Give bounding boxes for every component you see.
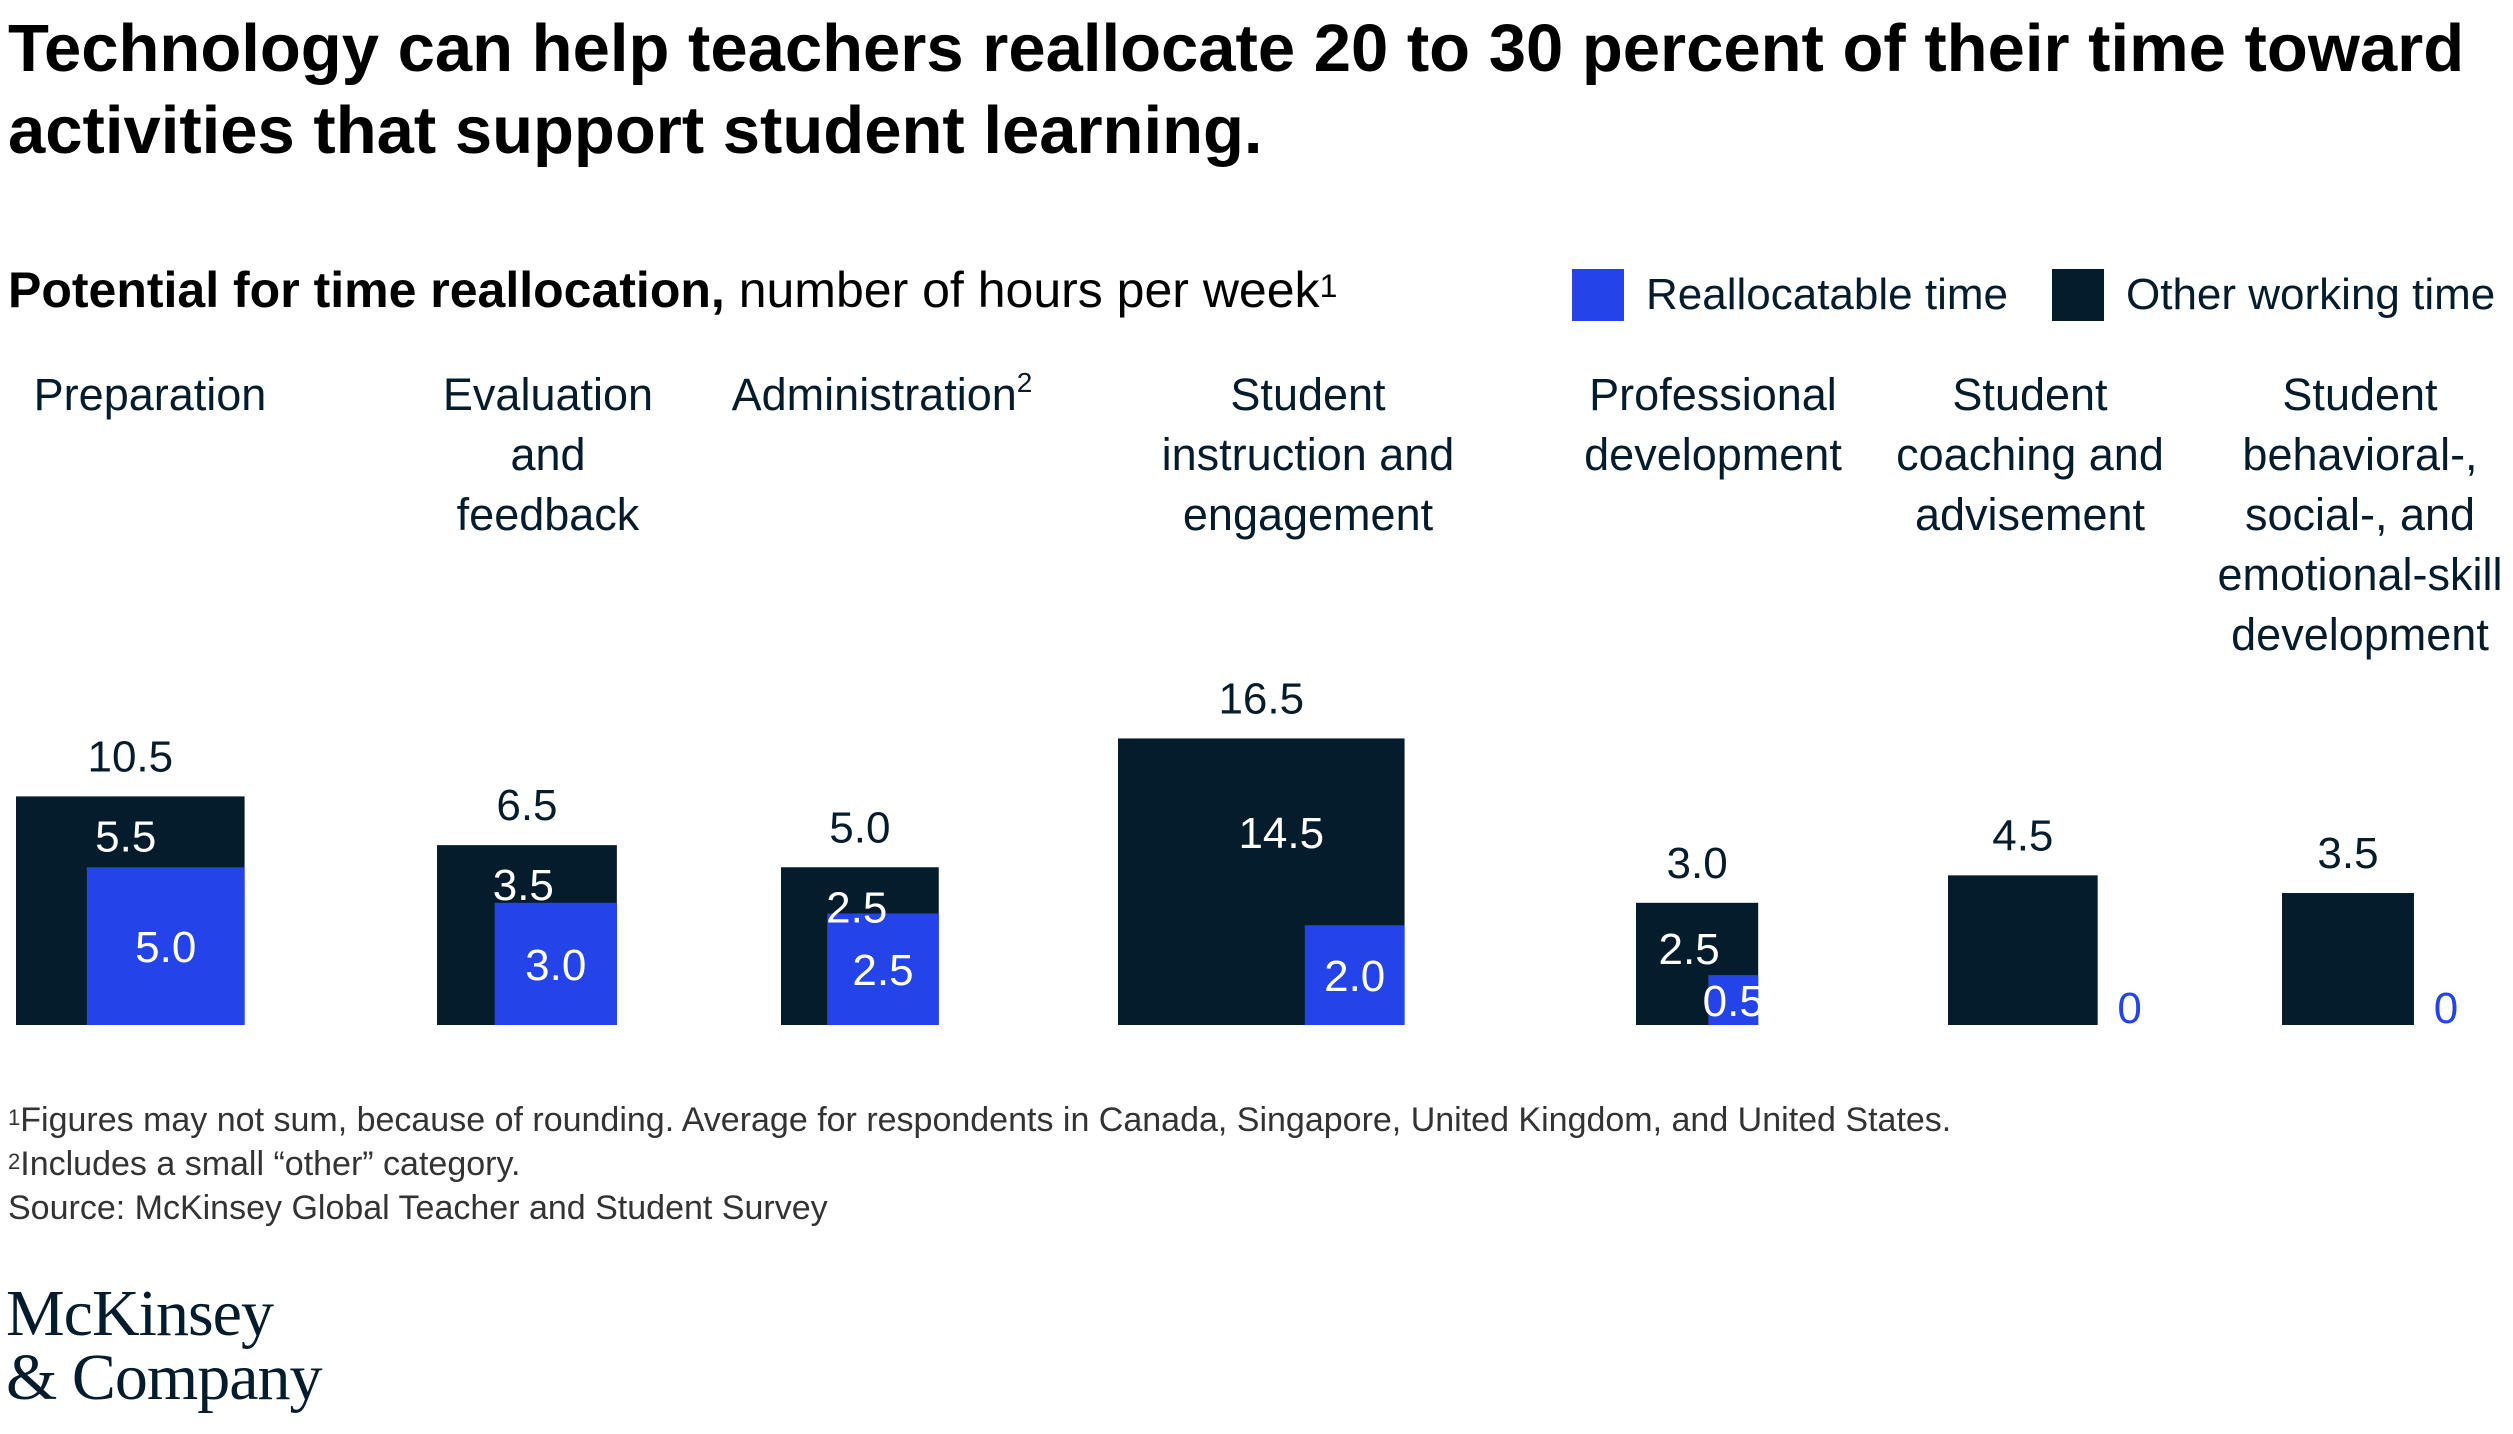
cat-4-label-line: Student (1230, 370, 1386, 420)
cat-4-label-line: instruction and (1162, 429, 1455, 480)
cat-2-label-line: feedback (457, 489, 640, 540)
logo-line-2: & Company (6, 1341, 322, 1414)
legend-swatch-reallocatable (1572, 269, 1624, 321)
legend-item-other: Other working time (2052, 268, 2495, 322)
footnote-1: 1Figures may not sum, because of roundin… (8, 1098, 1951, 1142)
cat-2-reallocatable-square (494, 902, 617, 1025)
chart-subtitle: Potential for time reallocation, number … (8, 258, 1337, 322)
cat-6-label-line: advisement (1915, 489, 2146, 540)
cat-7-total-square (2282, 893, 2414, 1025)
footnote-1-text: Figures may not sum, because of rounding… (20, 1101, 1952, 1139)
legend-label-reallocatable: Reallocatable time (1646, 270, 2008, 319)
cat-4-other-label: 14.5 (1238, 809, 1324, 858)
cat-2-total-label: 6.5 (496, 781, 557, 830)
cat-3-reallocatable-label: 2.5 (852, 946, 913, 995)
cat-5-label-line: development (1584, 429, 1842, 480)
cat-3-other-label: 2.5 (826, 883, 887, 932)
cat-5-total-label: 3.0 (1667, 839, 1728, 888)
cat-5-label-line: Professional (1589, 370, 1837, 420)
cat-4-label-line: engagement (1183, 489, 1434, 540)
legend-label-other: Other working time (2126, 270, 2496, 319)
cat-1-total-label: 10.5 (87, 732, 173, 781)
cat-2-other-label: 3.5 (493, 861, 554, 910)
cat-5-reallocatable-label: 0.5 (1703, 977, 1764, 1026)
subtitle-footnote-marker: 1 (1319, 268, 1338, 304)
chart-title: Technology can help teachers reallocate … (8, 11, 2465, 168)
cat-5-other-label: 2.5 (1659, 925, 1720, 974)
cat-1-reallocatable-label: 5.0 (135, 923, 196, 972)
cat-4-total-label: 16.5 (1218, 674, 1304, 723)
cat-7-label-line: social-, and (2245, 489, 2475, 540)
cat-1-other-label: 5.5 (95, 812, 156, 861)
cat-6-reallocatable-label: 0 (2117, 984, 2141, 1033)
time-reallocation-chart: Preparation 10.5 5.0 5.5 Evaluation and feedba… (16, 370, 2503, 1033)
footnote-2-marker: 2 (8, 1149, 21, 1174)
legend-swatch-other (2052, 269, 2104, 321)
cat-3-reallocatable-square (827, 913, 939, 1025)
footnote-2-text: Includes a small “other” category. (20, 1145, 521, 1183)
cat-7-total-label: 3.5 (2317, 829, 2378, 878)
cat-7-label-line: development (2231, 609, 2489, 660)
legend-item-reallocatable: Reallocatable time (1572, 268, 2008, 322)
footnote-2: 2Includes a small “other” category. (8, 1142, 1951, 1186)
cat-7-reallocatable-label: 0 (2434, 984, 2458, 1033)
footnotes: 1Figures may not sum, because of roundin… (8, 1098, 1951, 1230)
cat-6-total-square (1948, 875, 2098, 1025)
cat-7-label-line: emotional-skill (2217, 549, 2502, 600)
cat-4-reallocatable-square (1304, 925, 1405, 1025)
mckinsey-logo: McKinsey & Company (6, 1277, 322, 1414)
subtitle-rest: number of hours per week (724, 262, 1320, 318)
cat-3-label-line: Administration2 (732, 370, 1033, 420)
cat-2-reallocatable-label: 3.0 (525, 941, 586, 990)
cat-7-label-line: Student (2282, 370, 2438, 420)
cat-1-reallocatable-square (86, 867, 245, 1025)
footnote-1-marker: 1 (8, 1105, 21, 1130)
cat-5-reallocatable-square (1708, 975, 1759, 1025)
cat-6-label-line: coaching and (1896, 429, 2164, 480)
source-note: Source: McKinsey Global Teacher and Stud… (8, 1189, 828, 1227)
cat-7-label-line: behavioral-, (2242, 429, 2477, 480)
subtitle-bold: Potential for time reallocation, (8, 262, 725, 318)
cat-1-label-line: Preparation (34, 370, 267, 420)
cat-4-reallocatable-label: 2.0 (1324, 952, 1385, 1001)
cat-2-label-line: Evaluation (443, 370, 653, 420)
logo-line-1: McKinsey (6, 1277, 274, 1350)
cat-6-label-line: Student (1952, 370, 2108, 420)
cat-3-total-label: 5.0 (829, 803, 890, 852)
cat-6-total-label: 4.5 (1992, 811, 2053, 860)
cat-2-label-line: and (510, 429, 585, 480)
